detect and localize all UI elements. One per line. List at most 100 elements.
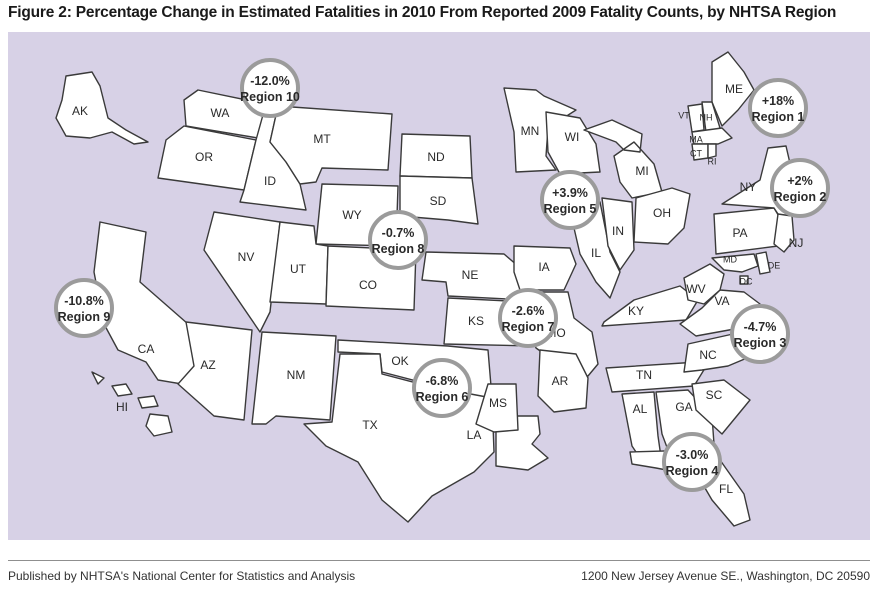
state-shape-md: [711, 253, 759, 273]
state-label-ar: AR: [552, 374, 569, 388]
region-badge-circle: [770, 158, 830, 218]
region-name: Region 3: [734, 336, 787, 350]
region-badge-circle: [730, 304, 790, 364]
state-shape-dc: [739, 275, 749, 285]
state-label-nd: ND: [427, 150, 445, 164]
state-shape-ri: [707, 143, 717, 159]
state-label-al: AL: [633, 402, 648, 416]
state-shape-in: [601, 197, 635, 271]
region-badge-7: -2.6% Region 7: [498, 288, 558, 348]
state-label-mi: MI: [635, 164, 648, 178]
state-label-nv: NV: [238, 250, 255, 264]
state-shape-ia: [513, 245, 577, 291]
state-label-nj: NJ: [789, 236, 804, 250]
region-name: Region 5: [544, 202, 597, 216]
region-badge-circle: [368, 210, 428, 270]
region-badge-circle: [54, 278, 114, 338]
state-label-ut: UT: [290, 262, 307, 276]
state-label-vt: VT: [678, 110, 690, 120]
us-map: AK WA OR ID MT ND SD WY NV UT CO CA AZ NM NE KS OK TX HI MN…: [54, 51, 830, 527]
region-badge-10: -12.0% Region 10: [240, 58, 300, 118]
state-label-ks: KS: [468, 314, 484, 328]
region-name: Region 10: [240, 90, 300, 104]
state-label-wv: WV: [686, 282, 705, 296]
state-label-tx: TX: [362, 418, 377, 432]
region-change-value: -10.8%: [64, 294, 104, 308]
region-name: Region 7: [502, 320, 555, 334]
region-badge-5: +3.9% Region 5: [540, 170, 600, 230]
region-badge-6: -6.8% Region 6: [412, 358, 472, 418]
state-label-ak: AK: [72, 104, 88, 118]
region-change-value: -3.0%: [676, 448, 709, 462]
region-change-value: -6.8%: [426, 374, 459, 388]
region-name: Region 2: [774, 190, 827, 204]
region-badge-2: +2% Region 2: [770, 158, 830, 218]
state-label-hi: HI: [116, 400, 128, 414]
map-panel: AK WA OR ID MT ND SD WY NV UT CO CA AZ NM NE KS OK TX HI MN…: [8, 32, 870, 540]
state-shape-wi: [545, 111, 601, 175]
footer-address: 1200 New Jersey Avenue SE., Washington, …: [581, 569, 870, 583]
region-name: Region 8: [372, 242, 425, 256]
region-name: Region 6: [416, 390, 469, 404]
footer-rule: [8, 560, 870, 561]
state-label-mt: MT: [313, 132, 331, 146]
state-label-ct: CT: [690, 148, 702, 158]
state-label-in: IN: [612, 224, 624, 238]
state-label-ny: NY: [740, 180, 757, 194]
state-label-oh: OH: [653, 206, 671, 220]
region-change-value: +3.9%: [552, 186, 588, 200]
state-shape-ky: [601, 285, 699, 327]
region-badge-circle: [748, 78, 808, 138]
state-label-nm: NM: [287, 368, 306, 382]
region-change-value: -12.0%: [250, 74, 290, 88]
region-change-value: +18%: [762, 94, 794, 108]
region-change-value: +2%: [787, 174, 812, 188]
region-badge-8: -0.7% Region 8: [368, 210, 428, 270]
state-label-pa: PA: [732, 226, 747, 240]
state-label-sc: SC: [706, 388, 723, 402]
region-badge-9: -10.8% Region 9: [54, 278, 114, 338]
region-badge-3: -4.7% Region 3: [730, 304, 790, 364]
state-label-id: ID: [264, 174, 276, 188]
state-shape-ne: [421, 251, 529, 301]
state-shape-nv: [203, 211, 281, 333]
state-label-ia: IA: [538, 260, 549, 274]
state-shape-sd: [399, 175, 479, 225]
region-badge-circle: [540, 170, 600, 230]
region-name: Region 4: [666, 464, 719, 478]
state-label-az: AZ: [200, 358, 215, 372]
region-change-value: -4.7%: [744, 320, 777, 334]
state-label-ca: CA: [138, 342, 155, 356]
region-change-value: -2.6%: [512, 304, 545, 318]
state-label-wi: WI: [565, 130, 580, 144]
state-label-md: MD: [723, 254, 737, 264]
footer-publisher: Published by NHTSA's National Center for…: [8, 569, 356, 583]
figure-title: Figure 2: Percentage Change in Estimated…: [8, 4, 837, 21]
state-label-or: OR: [195, 150, 213, 164]
state-shape-az: [177, 321, 253, 421]
state-label-ma: MA: [689, 134, 703, 144]
region-badge-circle: [412, 358, 472, 418]
state-shape-nm: [251, 331, 337, 425]
state-label-tn: TN: [636, 368, 652, 382]
state-label-de: DE: [768, 260, 781, 270]
region-badge-circle: [498, 288, 558, 348]
state-label-ga: GA: [675, 400, 692, 414]
region-badges: +18% Region 1 +2% Region 2 -4.7% Region 3 -3.0…: [54, 58, 830, 492]
state-label-il: IL: [591, 246, 601, 260]
state-shape-de: [755, 251, 771, 275]
state-label-nc: NC: [699, 348, 717, 362]
state-label-fl: FL: [719, 482, 733, 496]
state-label-wy: WY: [342, 208, 361, 222]
region-badge-1: +18% Region 1: [748, 78, 808, 138]
state-label-ms: MS: [489, 396, 507, 410]
state-label-mn: MN: [521, 124, 540, 138]
state-shape-wv: [683, 263, 725, 305]
state-shape-oh: [633, 187, 691, 245]
state-shape-or: [157, 125, 257, 191]
region-badge-circle: [662, 432, 722, 492]
region-change-value: -0.7%: [382, 226, 415, 240]
state-label-dc: DC: [740, 276, 753, 286]
state-shape-ar: [537, 349, 589, 413]
state-shape-sc: [691, 379, 751, 435]
